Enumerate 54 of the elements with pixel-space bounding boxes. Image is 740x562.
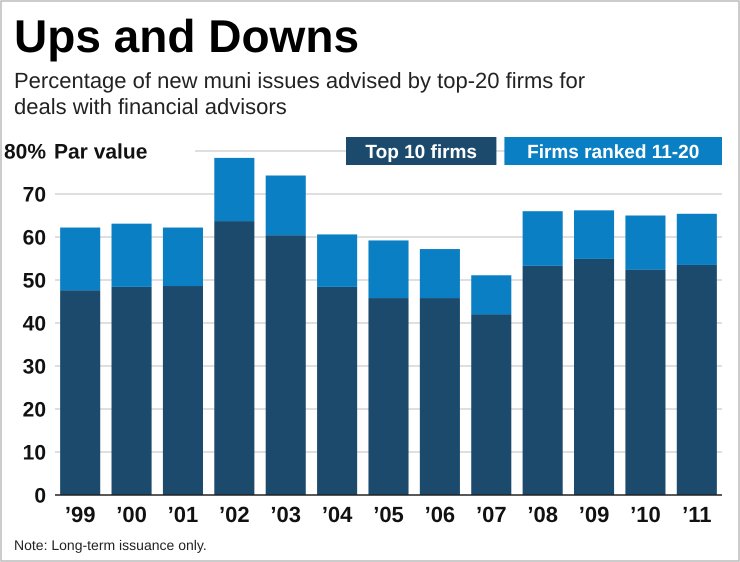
y-tick-label: 80% bbox=[4, 140, 46, 164]
y-tick-label: 20 bbox=[22, 398, 46, 422]
bar bbox=[676, 264, 717, 495]
x-tick-label: ’05 bbox=[373, 502, 404, 527]
bar bbox=[676, 214, 717, 265]
text: Firms ranked 11-20 bbox=[527, 142, 700, 163]
text: Top 10 firms bbox=[365, 142, 477, 163]
x-tick-label: ’99 bbox=[64, 502, 96, 527]
bar bbox=[266, 176, 306, 236]
x-tick-label: ’02 bbox=[219, 502, 250, 527]
x-tick-label: ’04 bbox=[322, 502, 354, 527]
bar bbox=[420, 249, 460, 298]
bar bbox=[625, 216, 666, 270]
y-tick-label: 40 bbox=[22, 312, 46, 336]
x-tick-label: ’09 bbox=[578, 502, 610, 527]
bar bbox=[266, 235, 306, 495]
chart-title: Ups and Downs bbox=[14, 10, 360, 62]
bar bbox=[317, 286, 358, 495]
y-tick-label: 10 bbox=[22, 441, 46, 464]
bar bbox=[471, 314, 512, 495]
bar bbox=[522, 266, 563, 495]
chart-subtitle: Percentage of new muni issues advised by top-20 firms for deals with financial advisors bbox=[14, 68, 586, 119]
bar bbox=[574, 210, 614, 259]
y-tick-label: 30 bbox=[22, 355, 46, 378]
bar bbox=[162, 228, 203, 286]
x-tick-label: ’11 bbox=[682, 502, 712, 527]
bar bbox=[625, 270, 666, 495]
text: Note: Long-term issuance only. bbox=[14, 537, 207, 553]
bar bbox=[317, 234, 358, 287]
x-tick-label: ’00 bbox=[116, 502, 147, 527]
x-tick-label: ’03 bbox=[270, 502, 302, 527]
y-tick-label: 50 bbox=[22, 269, 46, 292]
x-tick-label: ’10 bbox=[630, 502, 661, 527]
bar bbox=[574, 258, 614, 495]
bar bbox=[60, 228, 100, 290]
y-tick-label: 60 bbox=[22, 226, 46, 250]
bar bbox=[112, 224, 152, 287]
y-tick-label: 0 bbox=[34, 484, 46, 508]
x-tick-label: ’07 bbox=[476, 502, 507, 527]
bar bbox=[214, 158, 254, 222]
bar bbox=[214, 221, 254, 495]
x-tick-label: ’01 bbox=[168, 502, 198, 527]
x-tick-label: ’08 bbox=[527, 502, 558, 527]
y-tick-label: 70 bbox=[22, 183, 46, 206]
x-tick-label: ’06 bbox=[424, 502, 456, 527]
bar bbox=[420, 298, 460, 495]
bar bbox=[368, 240, 409, 298]
bar bbox=[471, 275, 512, 314]
bar bbox=[368, 298, 409, 495]
y-axis-title: Par value bbox=[54, 140, 148, 164]
bar bbox=[522, 211, 563, 266]
bar bbox=[162, 286, 203, 495]
bar bbox=[112, 286, 152, 495]
bar bbox=[60, 290, 100, 495]
